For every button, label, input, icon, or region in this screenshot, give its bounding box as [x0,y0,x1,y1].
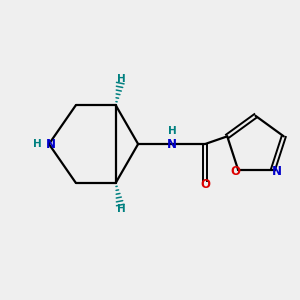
Text: H: H [168,126,177,136]
Text: O: O [230,166,240,178]
Text: H: H [33,139,42,149]
Text: N: N [167,138,177,151]
Text: N: N [45,138,56,151]
Text: H: H [117,204,126,214]
Text: N: N [272,166,282,178]
Text: O: O [200,178,210,191]
Text: H: H [117,74,126,84]
